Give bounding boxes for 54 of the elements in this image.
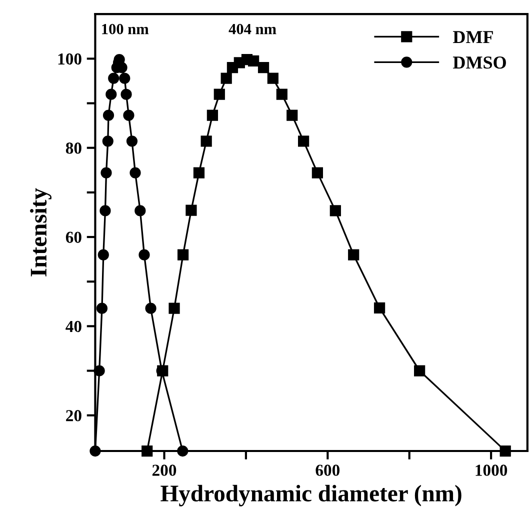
point <box>312 167 323 178</box>
point <box>98 249 109 260</box>
point <box>374 302 386 314</box>
point <box>500 445 511 457</box>
point <box>186 204 197 216</box>
annotation: 404 nm <box>228 24 276 34</box>
point <box>214 88 225 100</box>
x-axis-title: Hydrodynamic diameter (nm) <box>160 484 462 506</box>
point <box>96 302 108 314</box>
y-axis-title: Intensity <box>30 188 52 276</box>
point <box>258 62 270 74</box>
y-tick-label: 20 <box>66 410 82 422</box>
point <box>90 445 101 457</box>
y-tick-label: 60 <box>66 232 82 243</box>
point <box>267 72 278 84</box>
point <box>248 55 260 66</box>
point <box>126 136 138 147</box>
point <box>123 110 134 121</box>
point <box>177 249 189 260</box>
point <box>134 205 146 216</box>
point <box>94 365 105 376</box>
point <box>177 445 188 457</box>
point <box>108 72 120 84</box>
x-tick-label: 600 <box>316 464 340 476</box>
point <box>119 72 130 84</box>
point <box>100 205 111 216</box>
point <box>120 88 132 100</box>
point <box>414 365 426 376</box>
point <box>200 136 212 147</box>
point <box>298 136 310 147</box>
legend-label: DMSO <box>452 56 506 69</box>
point <box>100 167 112 178</box>
point <box>286 110 298 121</box>
legend-label: DMF <box>452 31 493 44</box>
y-tick-label: 40 <box>66 320 82 332</box>
point <box>142 445 153 457</box>
point <box>138 249 150 260</box>
point <box>276 88 288 100</box>
y-tick-label: 100 <box>58 53 82 65</box>
point <box>106 88 117 100</box>
point <box>348 249 360 260</box>
point <box>102 136 114 147</box>
annotation: 100 nm <box>102 24 149 34</box>
x-tick-label: 200 <box>152 464 176 476</box>
point <box>206 110 218 121</box>
point <box>330 205 341 216</box>
point <box>168 302 180 314</box>
point <box>220 72 232 84</box>
y-tick-label: 80 <box>66 142 82 154</box>
point <box>130 167 141 178</box>
x-tick-label: 1000 <box>476 464 508 476</box>
point <box>193 167 205 178</box>
point <box>102 110 114 121</box>
point <box>145 302 156 314</box>
